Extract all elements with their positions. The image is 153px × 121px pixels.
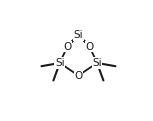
Text: Si: Si xyxy=(74,30,83,40)
Text: Si: Si xyxy=(92,58,102,68)
Text: Si: Si xyxy=(55,58,65,68)
Text: O: O xyxy=(86,42,94,52)
Text: O: O xyxy=(74,71,82,81)
Text: O: O xyxy=(63,42,71,52)
